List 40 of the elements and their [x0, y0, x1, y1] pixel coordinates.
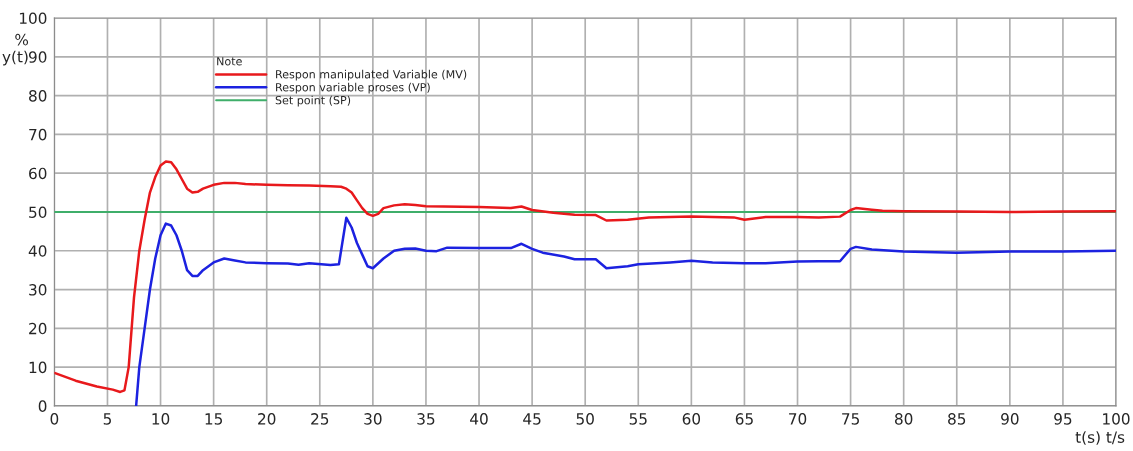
x-tick-label: 35	[417, 413, 435, 425]
x-tick-label: 25	[311, 413, 329, 425]
x-tick-label: 20	[258, 413, 276, 425]
x-tick-label: 95	[1054, 413, 1072, 425]
x-tick-label: 70	[789, 413, 807, 425]
x-tick-label: 5	[103, 413, 111, 425]
y-tick-label: 40	[28, 245, 47, 257]
legend-label: Set point (SP)	[275, 95, 351, 107]
y-tick-label: 30	[29, 284, 47, 296]
x-tick-label: 30	[364, 413, 382, 425]
y-tick-label: 20	[29, 322, 47, 335]
x-tick-label: 100	[1103, 413, 1130, 425]
y-tick-label: 100	[19, 12, 47, 25]
line-series	[134, 216, 1116, 406]
y-tick-label: 70	[29, 128, 47, 141]
x-tick-label: 10	[152, 413, 170, 425]
y-tick-label: 10	[29, 361, 47, 374]
legend-title: Note	[217, 57, 242, 66]
x-tick-label: 15	[205, 413, 223, 425]
legend-label: Respon variable proses (VP)	[276, 82, 430, 94]
x-tick-label: 90	[1001, 413, 1019, 425]
x-tick-label: 45	[523, 413, 541, 425]
x-axis-title: t(s) t/s	[1075, 431, 1125, 445]
line-series	[54, 160, 1116, 394]
y-tick-label: 50	[29, 206, 47, 218]
x-tick-label: 50	[576, 413, 594, 425]
y-tick-label: 60	[29, 167, 47, 180]
x-tick-label: 65	[735, 413, 753, 425]
x-tick-label: 75	[842, 413, 859, 425]
y-tick-label: 0	[38, 400, 47, 412]
y-tick-label: 90	[28, 51, 47, 63]
x-tick-label: 0	[50, 413, 59, 425]
legend-label: Respon manipulated Variable (MV)	[276, 69, 467, 81]
x-tick-label: 85	[948, 413, 966, 425]
x-tick-label: 55	[629, 413, 647, 425]
x-tick-label: 60	[682, 413, 701, 425]
y-tick-label: 80	[29, 90, 47, 102]
x-tick-label: 80	[895, 413, 913, 425]
x-tick-label: 40	[470, 413, 488, 425]
y-axis-title: % y(t)	[2, 33, 29, 66]
